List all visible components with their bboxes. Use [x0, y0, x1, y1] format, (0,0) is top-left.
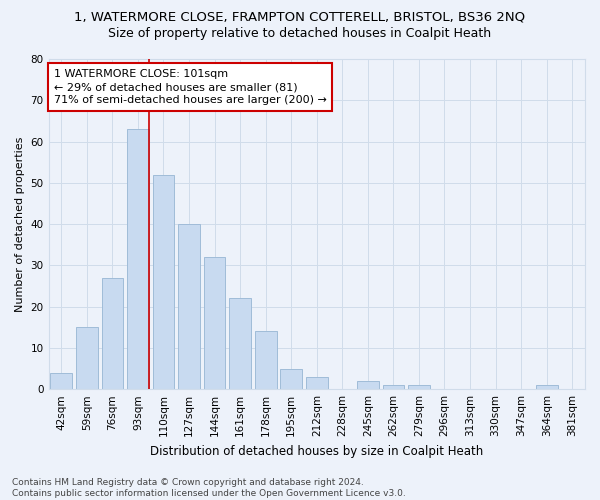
Bar — [306, 377, 328, 389]
Bar — [229, 298, 251, 389]
Y-axis label: Number of detached properties: Number of detached properties — [15, 136, 25, 312]
Bar — [101, 278, 123, 389]
Bar — [178, 224, 200, 389]
Bar — [383, 385, 404, 389]
Bar — [536, 385, 557, 389]
Bar — [280, 368, 302, 389]
Text: Contains HM Land Registry data © Crown copyright and database right 2024.
Contai: Contains HM Land Registry data © Crown c… — [12, 478, 406, 498]
X-axis label: Distribution of detached houses by size in Coalpit Heath: Distribution of detached houses by size … — [150, 444, 484, 458]
Bar — [127, 129, 149, 389]
Bar — [50, 372, 72, 389]
Bar — [204, 257, 226, 389]
Bar — [152, 174, 175, 389]
Text: Size of property relative to detached houses in Coalpit Heath: Size of property relative to detached ho… — [109, 28, 491, 40]
Text: 1 WATERMORE CLOSE: 101sqm
← 29% of detached houses are smaller (81)
71% of semi-: 1 WATERMORE CLOSE: 101sqm ← 29% of detac… — [54, 69, 327, 106]
Text: 1, WATERMORE CLOSE, FRAMPTON COTTERELL, BRISTOL, BS36 2NQ: 1, WATERMORE CLOSE, FRAMPTON COTTERELL, … — [74, 10, 526, 23]
Bar — [76, 328, 98, 389]
Bar — [408, 385, 430, 389]
Bar — [255, 332, 277, 389]
Bar — [357, 381, 379, 389]
